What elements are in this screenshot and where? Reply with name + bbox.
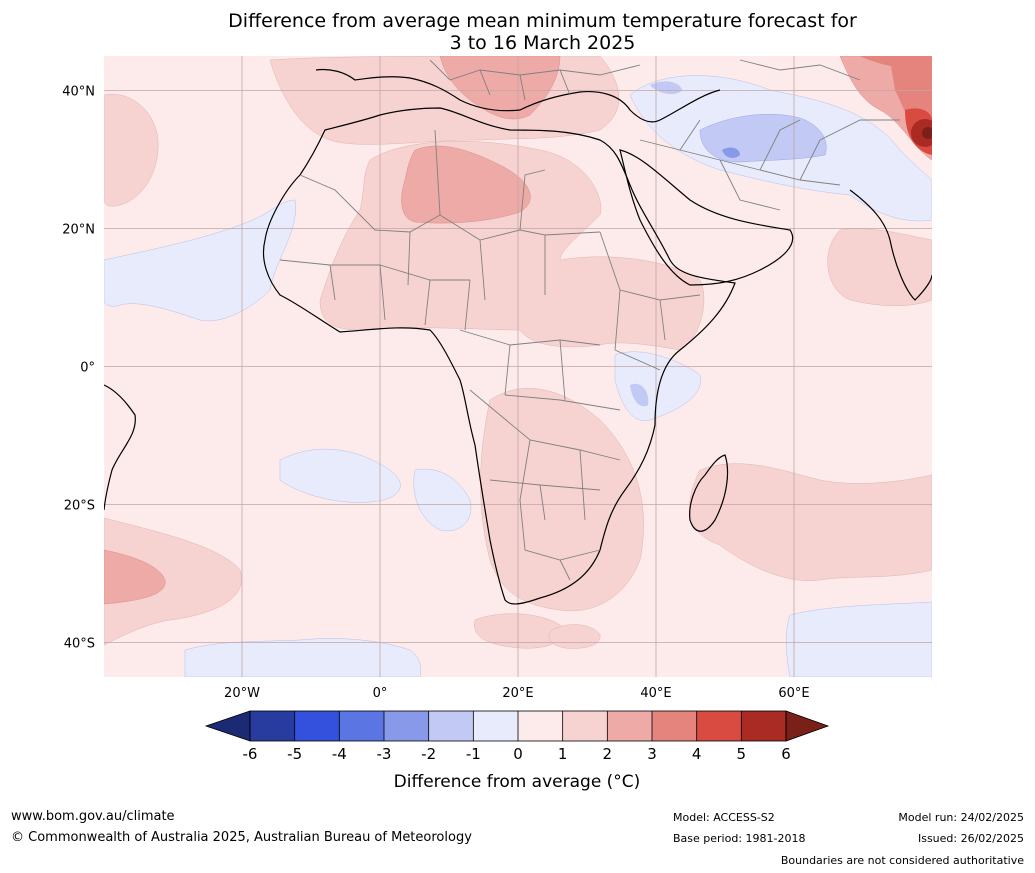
anomaly-region-atlantic-north bbox=[104, 93, 159, 207]
colorbar-segment bbox=[652, 711, 697, 741]
colorbar-tick-label: 6 bbox=[781, 745, 791, 763]
anomaly-region-southern-africa bbox=[480, 388, 644, 612]
colorbar-segment bbox=[741, 711, 786, 741]
longitude-label: 60°E bbox=[778, 686, 809, 701]
europe-coastline bbox=[315, 68, 721, 123]
anomaly-region-south-atlantic bbox=[104, 517, 242, 646]
colorbar-tick-label: 0 bbox=[513, 745, 523, 763]
title-line-2: 3 to 16 March 2025 bbox=[449, 32, 636, 54]
latitude-label: 20°N bbox=[62, 223, 95, 238]
india-coastline bbox=[849, 189, 932, 301]
border-lines-north-africa bbox=[299, 129, 601, 301]
anomaly-region-sahara-warm bbox=[401, 145, 531, 224]
anomaly-region-south-indian-cool bbox=[786, 601, 932, 677]
anomaly-contours bbox=[104, 56, 932, 677]
longitude-label: 20°E bbox=[502, 686, 533, 701]
coastlines bbox=[104, 68, 932, 605]
latitude-label: 0° bbox=[80, 361, 95, 376]
arabia-coastline bbox=[619, 149, 794, 286]
colorbar-tick-label: 2 bbox=[603, 745, 613, 763]
colorbar-tick-label: 4 bbox=[692, 745, 702, 763]
latitude-label: 40°S bbox=[64, 637, 95, 652]
colorbar-tick-label: 1 bbox=[558, 745, 568, 763]
colorbar-tick-label: -6 bbox=[243, 745, 258, 763]
colorbar-segment bbox=[562, 711, 608, 741]
colorbar-segment bbox=[696, 711, 742, 741]
colorbar-tick-label: -4 bbox=[332, 745, 347, 763]
colorbar-label: Difference from average (°C) bbox=[394, 772, 641, 792]
copyright-text: © Commonwealth of Australia 2025, Austra… bbox=[11, 830, 472, 845]
border-lines-west-africa bbox=[279, 259, 471, 331]
colorbar-segment bbox=[339, 711, 384, 741]
south-america-coastline bbox=[104, 384, 136, 511]
colorbar-segment bbox=[518, 711, 563, 741]
latitude-label: 20°S bbox=[64, 499, 95, 514]
model-run-date: Model run: 24/02/2025 bbox=[898, 811, 1024, 824]
anomaly-region-south-atlantic-cool bbox=[279, 448, 401, 503]
border-lines-southern-africa bbox=[489, 479, 601, 581]
colorbar-segment bbox=[250, 711, 295, 741]
colorbar-segment bbox=[384, 711, 429, 741]
anomaly-region-madagascar-south bbox=[548, 624, 601, 649]
madagascar-coastline bbox=[689, 454, 729, 532]
website-url[interactable]: www.bom.gov.au/climate bbox=[11, 809, 175, 824]
anomaly-region-iraq-cold bbox=[722, 147, 740, 158]
base-period: Base period: 1981-2018 bbox=[673, 832, 806, 845]
colorbar-tick-label: 3 bbox=[647, 745, 657, 763]
latitude-label: 40°N bbox=[62, 85, 95, 100]
border-lines-east-africa bbox=[599, 231, 701, 371]
africa-coastline bbox=[262, 107, 736, 605]
colorbar-segment bbox=[294, 711, 340, 741]
colorbar-tick-label: -3 bbox=[377, 745, 392, 763]
anomaly-region-europe-hot bbox=[860, 56, 932, 72]
title-line-1: Difference from average mean minimum tem… bbox=[228, 10, 857, 32]
longitude-label: 20°W bbox=[224, 686, 260, 701]
graticule bbox=[104, 56, 932, 677]
colorbar-under-arrow bbox=[204, 710, 251, 742]
colorbar-tick-label: 5 bbox=[737, 745, 747, 763]
border-lines-central-africa bbox=[459, 329, 621, 521]
country-borders bbox=[279, 59, 900, 581]
anomaly-hotspot bbox=[911, 119, 932, 147]
longitude-label: 0° bbox=[373, 686, 388, 701]
map-title: Difference from average mean minimum tem… bbox=[0, 10, 1035, 54]
model-name: Model: ACCESS-S2 bbox=[673, 811, 775, 824]
anomaly-region-southern-ocean-cool bbox=[184, 638, 422, 677]
anomaly-region-arabian-sea bbox=[827, 228, 932, 307]
anomaly-hotspot-core bbox=[922, 127, 932, 139]
colorbar-segment bbox=[473, 711, 518, 741]
anomaly-region-mediterranean-warm bbox=[439, 56, 561, 120]
colorbar-segment bbox=[607, 711, 652, 741]
issued-date: Issued: 26/02/2025 bbox=[917, 832, 1024, 845]
latitude-labels: 40°N 20°N 0° 20°S 40°S bbox=[62, 85, 95, 652]
anomaly-region-east-africa-cool bbox=[614, 351, 701, 421]
anomaly-region-indian-ocean bbox=[689, 463, 932, 581]
boundary-disclaimer: Boundaries are not considered authoritat… bbox=[780, 854, 1024, 867]
colorbar-tick-label: -1 bbox=[466, 745, 481, 763]
colorbar-tick-label: -2 bbox=[421, 745, 436, 763]
border-lines-europe bbox=[429, 59, 861, 101]
anomaly-region-south-atlantic-warm bbox=[104, 549, 166, 605]
colorbar-segment bbox=[428, 711, 474, 741]
colorbar-tick-label: -5 bbox=[287, 745, 302, 763]
colorbar-over-arrow bbox=[785, 710, 830, 742]
longitude-labels: 20°W 0° 20°E 40°E 60°E bbox=[224, 686, 810, 701]
anomaly-region-lake-victoria-cool bbox=[630, 383, 649, 407]
longitude-label: 40°E bbox=[640, 686, 671, 701]
border-lines-middle-east bbox=[639, 119, 900, 211]
colorbar: -6 -5 -4 -3 -2 -1 0 1 2 3 4 5 6 bbox=[204, 710, 830, 763]
